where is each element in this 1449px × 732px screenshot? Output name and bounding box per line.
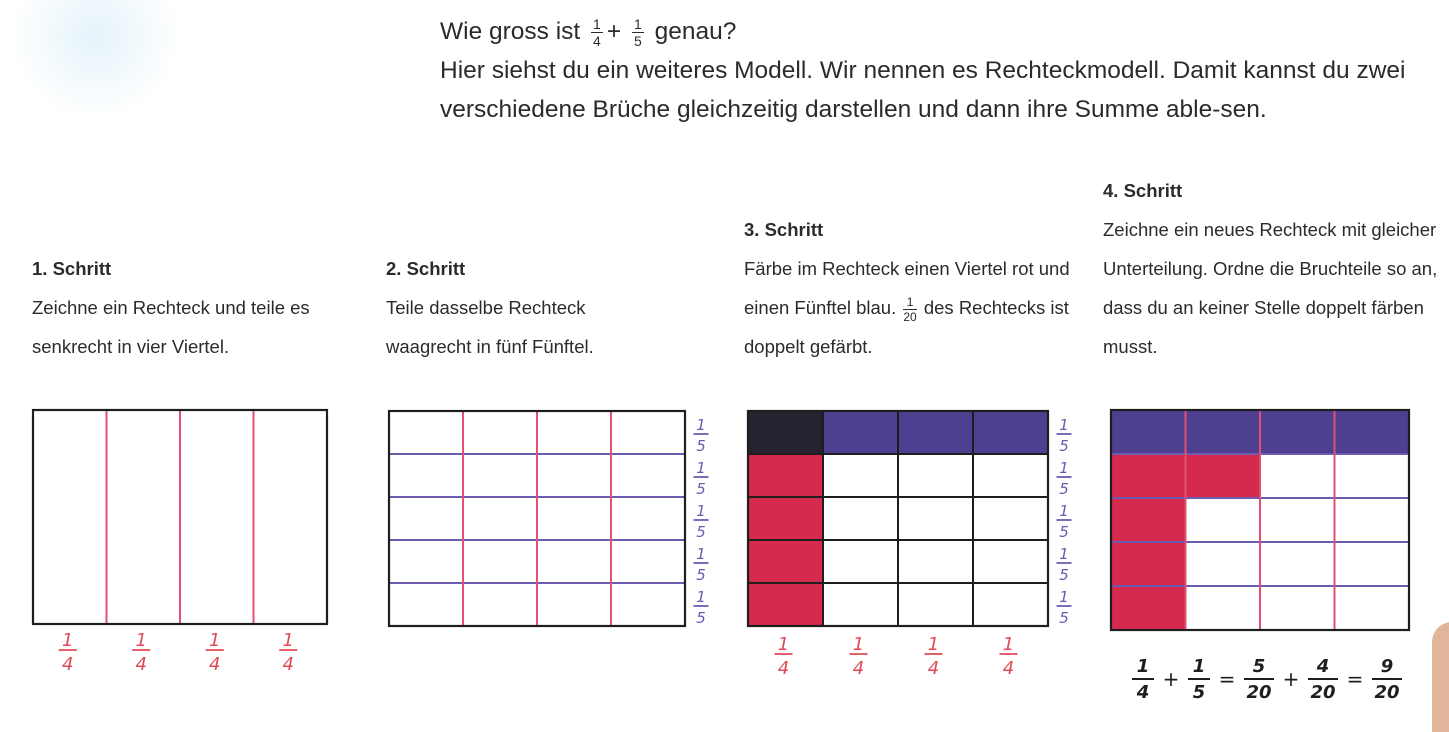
fig3-overlap-cell xyxy=(748,411,823,454)
fig1-rectangle xyxy=(31,408,329,626)
fig1-quarter-label-denominator: 4 xyxy=(283,654,294,675)
fig3-blue-fifth xyxy=(823,411,1048,454)
equation-numerator: 1 xyxy=(1193,656,1206,677)
fig3-quarter-label-numerator: 1 xyxy=(853,634,864,655)
fig2-fifth-label-numerator: 1 xyxy=(696,588,706,606)
fig1-quarter-label-denominator: 4 xyxy=(136,654,147,675)
fig3-quarter-label-denominator: 4 xyxy=(928,658,939,679)
fig3-quarter-label-numerator: 1 xyxy=(1003,634,1014,655)
fig3-fifth-label-numerator: 1 xyxy=(1059,416,1069,434)
step-3: 3. Schritt Färbe im Rechteck einen Viert… xyxy=(744,210,1089,366)
equation-numerator: 1 xyxy=(1137,656,1150,677)
step-2-title: 2. Schritt xyxy=(386,258,466,279)
hand-fragment xyxy=(1432,622,1449,732)
fig2-fifth-label-denominator: 5 xyxy=(696,437,706,455)
step-1-text: Zeichne ein Rechteck und teile es senkre… xyxy=(32,297,310,357)
step-3-title: 3. Schritt xyxy=(744,219,824,240)
step-2: 2. Schritt Teile dasselbe Rechteck waagr… xyxy=(386,249,656,366)
fig3-fifth-label-denominator: 5 xyxy=(1059,437,1069,455)
fig1-quarter-label-numerator: 1 xyxy=(283,630,294,651)
fraction-one-twentieth: 1 20 xyxy=(903,294,917,324)
fig4-rectangle xyxy=(1109,408,1411,632)
fig2-fifth-label-denominator: 5 xyxy=(696,566,706,584)
equation-operator: + xyxy=(1163,667,1180,691)
fig2-fifth-label-numerator: 1 xyxy=(696,502,706,520)
scan-glare xyxy=(10,0,180,120)
equation-denominator: 20 xyxy=(1374,682,1399,703)
fig3-quarter-label-denominator: 4 xyxy=(778,658,789,679)
equation-denominator: 20 xyxy=(1246,682,1271,703)
step-3-text: Färbe im Rechteck einen Viertel rot und … xyxy=(744,258,1070,357)
equation-operator: = xyxy=(1347,667,1364,691)
fig3-fifth-label-numerator: 1 xyxy=(1059,588,1069,606)
fig3-fifth-label-denominator: 5 xyxy=(1059,480,1069,498)
fig1-quarter-label-numerator: 1 xyxy=(136,630,147,651)
fig1-quarter-label-numerator: 1 xyxy=(209,630,220,651)
fig2-fifth-label-denominator: 5 xyxy=(696,609,706,627)
fig1-quarter-label-denominator: 4 xyxy=(209,654,220,675)
fig2-fifth-label-denominator: 5 xyxy=(696,523,706,541)
fig2-fifth-label-numerator: 1 xyxy=(696,545,706,563)
step-1: 1. Schritt Zeichne ein Rechteck und teil… xyxy=(32,249,342,366)
fig3-fifth-label-numerator: 1 xyxy=(1059,545,1069,563)
equation-operator: + xyxy=(1283,667,1300,691)
fig3-fifth-label-denominator: 5 xyxy=(1059,523,1069,541)
fig2-fifth-label-numerator: 1 xyxy=(696,416,706,434)
fig3-quarter-label-denominator: 4 xyxy=(853,658,864,679)
fig2-fifth-label-numerator: 1 xyxy=(696,459,706,477)
equation-denominator: 20 xyxy=(1310,682,1335,703)
fig3-fifth-label-denominator: 5 xyxy=(1059,566,1069,584)
step-2-text: Teile dasselbe Rechteck waagrecht in fün… xyxy=(386,297,594,357)
equation-numerator: 9 xyxy=(1381,656,1394,677)
fig3-fifth-label-numerator: 1 xyxy=(1059,459,1069,477)
fig2-rectangle xyxy=(387,409,687,628)
fig1-quarter-label-numerator: 1 xyxy=(62,630,73,651)
equation-denominator: 4 xyxy=(1136,682,1150,703)
fig4-red-part-left xyxy=(1111,498,1186,630)
equation-operator: = xyxy=(1219,667,1236,691)
fig3-fifth-label-denominator: 5 xyxy=(1059,609,1069,627)
rectangle-model-figures: 1 4 1 4 1 4 1 4 1 5 1 5 1 5 1 5 1 5 1 5 1 5 1 5 1 5 1 5 1 4 1 4 1 4 1 4 1 4 +1… xyxy=(31,408,1411,703)
equation-numerator: 4 xyxy=(1316,656,1330,677)
step-1-title: 1. Schritt xyxy=(32,258,112,279)
equation-denominator: 5 xyxy=(1193,682,1206,703)
fig2-fifth-label-denominator: 5 xyxy=(696,480,706,498)
step-4-title: 4. Schritt xyxy=(1103,180,1183,201)
fig3-rectangle xyxy=(746,409,1050,628)
fig1-quarter-label-denominator: 4 xyxy=(62,654,73,675)
step-4-text: Zeichne ein neues Rechteck mit gleicher … xyxy=(1103,219,1438,357)
intro-paragraph: Hier siehst du ein weiteres Modell. Wir … xyxy=(440,57,1406,123)
step-4: 4. Schritt Zeichne ein neues Rechteck mi… xyxy=(1103,171,1448,366)
fig3-fifth-label-numerator: 1 xyxy=(1059,502,1069,520)
fig3-quarter-label-numerator: 1 xyxy=(928,634,939,655)
fig3-quarter-label-numerator: 1 xyxy=(778,634,789,655)
equation-numerator: 5 xyxy=(1253,656,1266,677)
fig3-quarter-label-denominator: 4 xyxy=(1003,658,1014,679)
